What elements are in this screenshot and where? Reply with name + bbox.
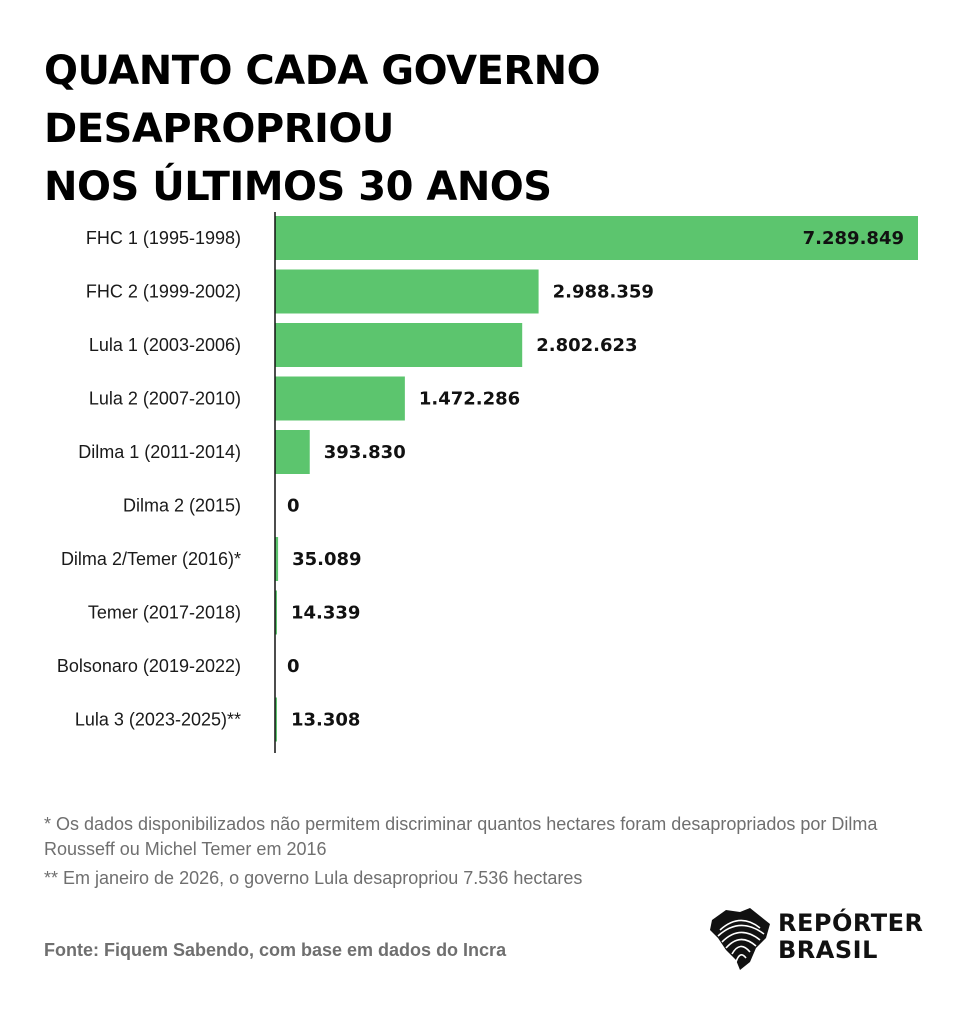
bar-6	[275, 537, 279, 581]
category-label-9: Lula 3 (2023-2025)**	[75, 710, 241, 730]
bar-7	[275, 590, 277, 635]
value-labels-group: 7.289.849 2.988.359 2.802.623 1.472.286 393.…	[287, 228, 904, 731]
category-label-0: FHC 1 (1995-1998)	[86, 228, 241, 248]
chart-title: QUANTO CADA GOVERNO DESAPROPRIOU NOS ÚLT…	[44, 42, 944, 216]
category-label-7: Temer (2017-2018)	[88, 603, 241, 623]
bars-group	[275, 216, 918, 742]
fingerprint-brazil-map-icon	[710, 908, 770, 970]
value-label-5: 0	[287, 496, 300, 517]
value-label-3: 1.472.286	[419, 389, 520, 410]
category-labels-group: FHC 1 (1995-1998) FHC 2 (1999-2002) Lula 1…	[57, 228, 241, 730]
value-label-1: 2.988.359	[553, 282, 654, 303]
value-label-4: 393.830	[324, 442, 406, 463]
logo-wordmark: REPÓRTER BRASIL	[778, 910, 924, 964]
category-label-8: Bolsonaro (2019-2022)	[57, 656, 241, 676]
category-label-1: FHC 2 (1999-2002)	[86, 282, 241, 302]
category-label-4: Dilma 1 (2011-2014)	[78, 442, 241, 462]
logo-line-2: BRASIL	[778, 936, 878, 964]
reporter-brasil-logo: REPÓRTER BRASIL	[706, 906, 926, 972]
value-label-8: 0	[287, 656, 300, 677]
bar-chart: FHC 1 (1995-1998) FHC 2 (1999-2002) Lula 1…	[57, 212, 918, 753]
value-label-7: 14.339	[291, 603, 360, 624]
category-label-2: Lula 1 (2003-2006)	[89, 335, 241, 355]
footnote-1: * Os dados disponibilizados não permitem…	[44, 814, 878, 859]
category-label-5: Dilma 2 (2015)	[123, 496, 241, 516]
bar-9	[275, 697, 277, 742]
value-label-0: 7.289.849	[803, 228, 904, 249]
bar-1	[275, 269, 539, 314]
value-label-9: 13.308	[291, 710, 360, 731]
logo-line-1: REPÓRTER	[778, 909, 924, 937]
bar-4	[275, 430, 310, 474]
bar-0	[275, 216, 918, 260]
title-line-2: NOS ÚLTIMOS 30 ANOS	[44, 164, 552, 210]
value-label-6: 35.089	[292, 549, 361, 570]
bar-2	[275, 323, 523, 367]
title-line-1: QUANTO CADA GOVERNO DESAPROPRIOU	[44, 48, 601, 152]
source-credit: Fonte: Fiquem Sabendo, com base em dados…	[44, 940, 507, 960]
category-label-6: Dilma 2/Temer (2016)*	[61, 549, 241, 569]
footnote-2: ** Em janeiro de 2026, o governo Lula de…	[44, 868, 583, 888]
value-label-2: 2.802.623	[536, 335, 637, 356]
category-label-3: Lula 2 (2007-2010)	[89, 389, 241, 409]
bar-3	[275, 376, 405, 421]
